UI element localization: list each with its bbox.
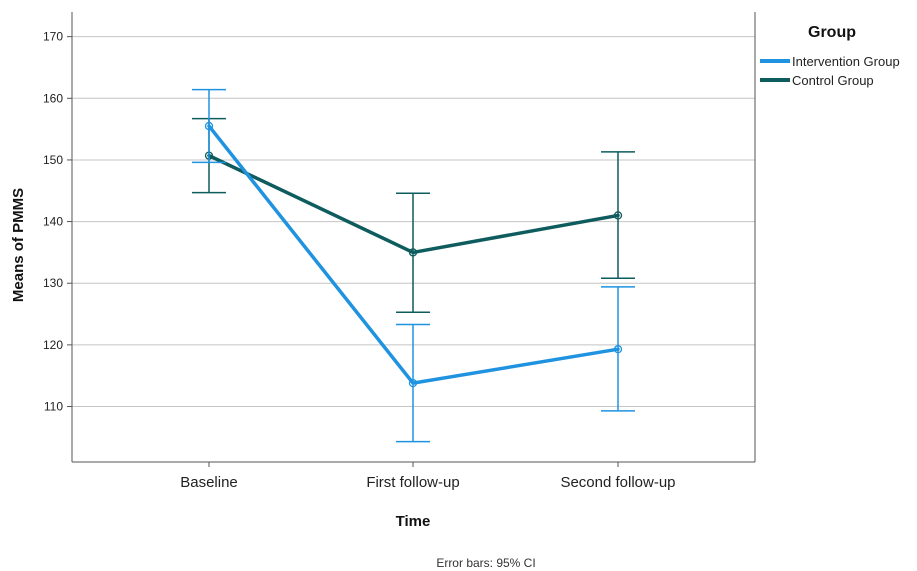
- gridlines: [67, 36, 755, 408]
- x-tick-label: Baseline: [180, 474, 238, 491]
- legend: Group Intervention Group Control Group: [760, 24, 900, 88]
- x-tick-labels: Baseline First follow-up Second follow-up: [180, 462, 676, 491]
- y-tick-labels: 110 120 130 140 150 160 170: [43, 30, 63, 414]
- y-tick-label: 160: [43, 91, 63, 105]
- data-point: [613, 211, 623, 220]
- error-bar-footnote: Error bars: 95% CI: [436, 556, 535, 570]
- y-axis-title: Means of PMMS: [10, 188, 27, 302]
- x-tick-label: First follow-up: [366, 474, 459, 491]
- y-tick-label: 120: [43, 338, 63, 352]
- series-control: [192, 117, 635, 313]
- y-tick-label: 110: [44, 400, 63, 414]
- x-tick-label: Second follow-up: [560, 474, 675, 491]
- y-tick-label: 130: [43, 276, 63, 290]
- series-line: [207, 124, 620, 385]
- x-axis-title: Time: [396, 513, 431, 530]
- legend-label-control: Control Group: [792, 73, 874, 88]
- y-tick-label: 170: [43, 30, 63, 44]
- series: [192, 88, 635, 443]
- series-intervention: [192, 88, 635, 443]
- data-point: [408, 378, 418, 388]
- data-point: [204, 121, 214, 131]
- series-line: [207, 153, 620, 255]
- data-point: [613, 345, 623, 354]
- legend-label-intervention: Intervention Group: [792, 54, 900, 69]
- data-point: [408, 248, 418, 257]
- y-tick-label: 150: [43, 153, 63, 167]
- legend-title: Group: [808, 24, 856, 41]
- y-tick-label: 140: [43, 215, 63, 229]
